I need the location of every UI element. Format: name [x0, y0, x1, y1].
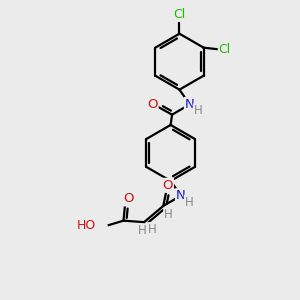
Text: H: H: [148, 223, 157, 236]
Text: O: O: [147, 98, 158, 111]
Text: Cl: Cl: [173, 8, 186, 21]
Text: H: H: [164, 208, 173, 221]
Text: N: N: [185, 98, 195, 111]
Text: H: H: [194, 104, 202, 117]
Text: Cl: Cl: [219, 43, 231, 56]
Text: N: N: [176, 189, 186, 202]
Text: HO: HO: [77, 219, 96, 232]
Text: O: O: [162, 179, 173, 192]
Text: O: O: [123, 192, 134, 206]
Text: H: H: [185, 196, 194, 208]
Text: H: H: [138, 224, 147, 238]
